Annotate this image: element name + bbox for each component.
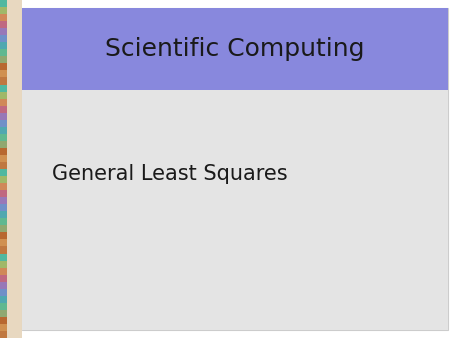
Bar [0,127,7,134]
Bar [0,0,7,7]
Bar [0,155,7,162]
Bar [0,254,7,261]
Bar [0,289,7,296]
Bar [0,204,7,211]
Bar [0,310,7,317]
Bar [0,56,7,64]
Bar [0,28,7,35]
Bar [0,0,22,338]
Bar [0,211,7,218]
Text: Scientific Computing: Scientific Computing [105,37,365,61]
Bar [0,162,7,169]
Bar [0,113,7,120]
Bar [0,77,7,84]
Bar [0,7,7,14]
Bar [0,274,7,282]
Bar [0,64,7,70]
Bar [0,225,7,233]
Bar [0,282,7,289]
Bar [0,239,7,246]
Bar [0,261,7,268]
Bar [0,35,7,42]
Bar [0,42,7,49]
Bar [0,120,7,127]
Bar [0,303,7,310]
Bar [0,190,7,197]
Text: General Least Squares: General Least Squares [52,164,288,184]
Bar [0,317,7,324]
Bar [0,141,7,148]
Bar [0,197,7,204]
Bar [22,90,448,330]
Bar [0,169,7,176]
Bar [0,331,7,338]
Bar [0,49,7,56]
Bar [0,218,7,225]
Bar [0,99,7,105]
Bar [0,105,7,113]
Bar [0,70,7,77]
Bar [0,268,7,274]
Bar [0,324,7,331]
Bar [0,84,7,92]
Bar [0,134,7,141]
Bar [0,14,7,21]
Bar [0,246,7,254]
Bar [0,148,7,155]
Bar [0,21,7,28]
Bar [0,233,7,239]
Bar [0,176,7,183]
Bar [22,8,448,90]
Bar [0,296,7,303]
Bar [0,92,7,99]
Bar [0,183,7,190]
